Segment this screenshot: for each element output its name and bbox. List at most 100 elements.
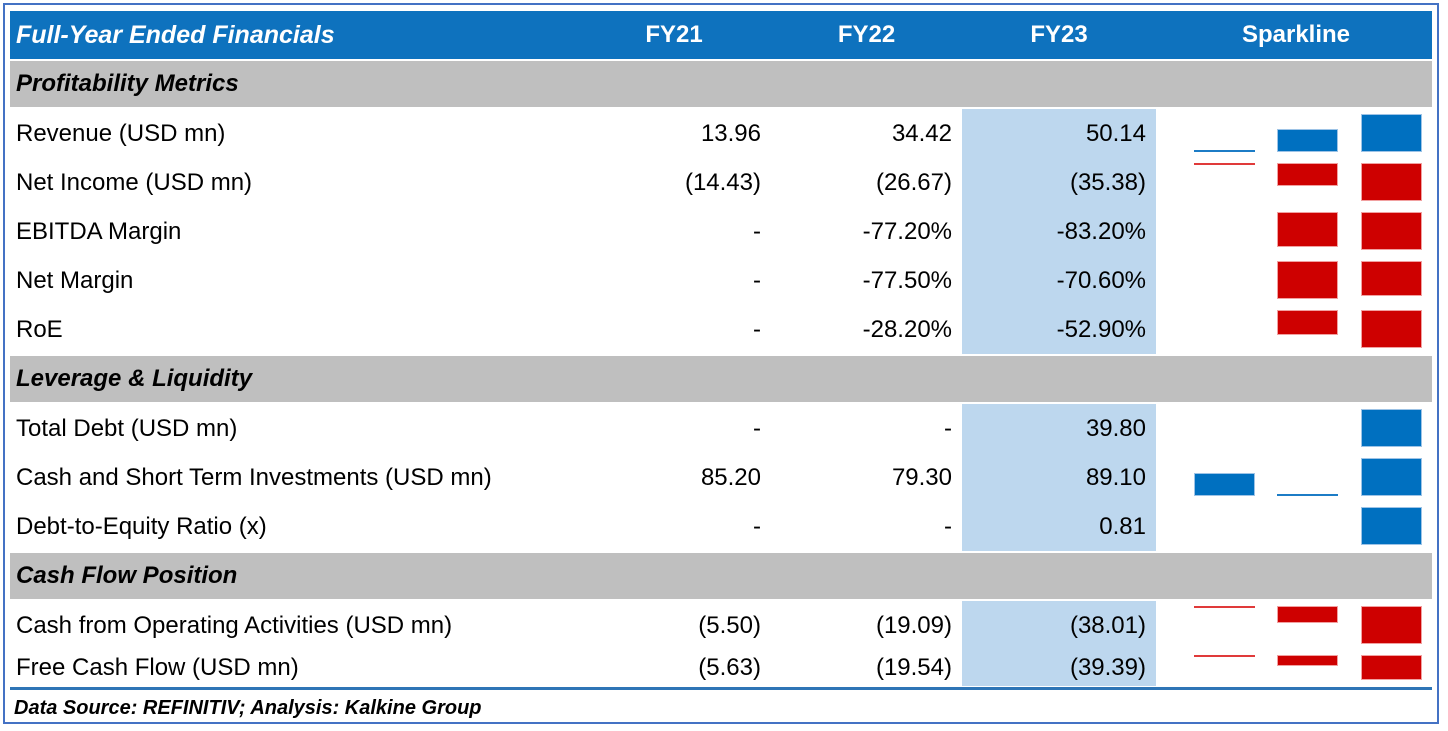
sparkline-slot (1361, 310, 1422, 348)
sparkline-slot (1361, 409, 1422, 447)
sparkline-slot (1361, 507, 1422, 545)
row-label: Debt-to-Equity Ratio (x) (16, 512, 267, 540)
sparkline-bar (1277, 163, 1338, 186)
value-fy21: (14.43) (684, 168, 761, 196)
section-header: Cash Flow Position (10, 553, 1432, 599)
sparkline-chart (1156, 109, 1436, 158)
sparkline-bar (1194, 655, 1255, 657)
sparkline-slot (1277, 507, 1338, 545)
sparkline-slot (1277, 163, 1338, 201)
column-header-sparkline: Sparkline (1241, 21, 1351, 48)
section-header: Leverage & Liquidity (10, 356, 1432, 402)
financials-table: Full-Year Ended Financials FY21 FY22 FY2… (3, 3, 1439, 724)
value-fy21: (5.50) (698, 611, 761, 639)
value-fy22: -77.20% (862, 217, 952, 245)
row-label: Cash and Short Term Investments (USD mn) (16, 463, 492, 491)
sparkline-slot (1194, 212, 1255, 250)
section-header: Profitability Metrics (10, 61, 1432, 107)
footer-separator (10, 687, 1432, 690)
sparkline-slot (1277, 114, 1338, 152)
value-fy22: 34.42 (891, 119, 952, 147)
sparkline-chart (1156, 601, 1436, 650)
row-label: RoE (16, 315, 63, 343)
sparkline-chart (1156, 256, 1436, 305)
sparkline-bar (1361, 310, 1422, 348)
value-fy22: 79.30 (891, 463, 952, 491)
sparkline-bar (1361, 409, 1422, 447)
value-fy21: - (753, 217, 761, 245)
section-label: Cash Flow Position (16, 562, 238, 589)
value-fy21: (5.63) (698, 654, 761, 681)
sparkline-slot (1361, 212, 1422, 250)
table-row: EBITDA Margin - -77.20% -83.20% (10, 207, 1432, 256)
sparkline-bar (1361, 655, 1422, 680)
value-fy21: - (753, 512, 761, 540)
sparkline-bar (1194, 150, 1255, 152)
value-fy22: - (944, 512, 952, 540)
sparkline-bar (1277, 655, 1338, 666)
sparkline-bar (1361, 261, 1422, 296)
value-fy21: 85.20 (700, 463, 761, 491)
sparkline-chart (1156, 502, 1436, 551)
sparkline-slot (1277, 212, 1338, 250)
sparkline-slot (1194, 163, 1255, 201)
table-row: Total Debt (USD mn) - -39.80 (10, 404, 1432, 453)
sparkline-slot (1361, 114, 1422, 152)
sparkline-bar (1194, 473, 1255, 496)
value-fy23: -70.60% (962, 256, 1156, 305)
sparkline-slot (1194, 409, 1255, 447)
sparkline-bar (1361, 212, 1422, 250)
source-note: Data Source: REFINITIV; Analysis: Kalkin… (14, 696, 482, 719)
row-label: Total Debt (USD mn) (16, 414, 238, 442)
value-fy22: - (944, 414, 952, 442)
row-label: EBITDA Margin (16, 217, 182, 245)
sparkline-slot (1194, 606, 1255, 644)
table-row: RoE - -28.20% -52.90% (10, 305, 1432, 354)
sparkline-slot (1361, 261, 1422, 299)
sparkline-bar (1194, 606, 1255, 608)
value-fy21: - (753, 414, 761, 442)
sparkline-slot (1194, 310, 1255, 348)
sparkline-slot (1194, 458, 1255, 496)
row-label: Net Income (USD mn) (16, 168, 253, 196)
sparkline-slot (1361, 655, 1422, 680)
table-row: Cash from Operating Activities (USD mn) (… (10, 601, 1432, 650)
row-label: Revenue (USD mn) (16, 119, 226, 147)
row-label: Cash from Operating Activities (USD mn) (16, 611, 453, 639)
sparkline-slot (1361, 458, 1422, 496)
table-header-row: Full-Year Ended Financials FY21 FY22 FY2… (10, 11, 1432, 59)
sparkline-chart (1156, 305, 1436, 354)
column-header-fy23: FY23 (1030, 21, 1088, 48)
sparkline-chart (1156, 207, 1436, 256)
sparkline-bar (1277, 129, 1338, 152)
sparkline-slot (1194, 655, 1255, 680)
sparkline-bar (1277, 494, 1338, 496)
sparkline-slot (1361, 163, 1422, 201)
value-fy23: (39.39) (962, 650, 1156, 686)
sparkline-chart (1156, 453, 1436, 502)
value-fy22: (19.09) (875, 611, 952, 639)
sparkline-chart (1156, 158, 1436, 207)
sparkline-slot (1277, 458, 1338, 496)
value-fy23: (38.01) (962, 601, 1156, 650)
value-fy21: - (753, 266, 761, 294)
value-fy21: 13.96 (700, 119, 761, 147)
value-fy23: 39.80 (962, 404, 1156, 453)
sparkline-bar (1361, 163, 1422, 201)
sparkline-slot (1194, 261, 1255, 299)
sparkline-slot (1277, 606, 1338, 644)
sparkline-slot (1194, 114, 1255, 152)
value-fy22: (19.54) (875, 654, 952, 681)
sparkline-chart (1156, 404, 1436, 453)
section-label: Leverage & Liquidity (16, 365, 253, 392)
sparkline-bar (1361, 458, 1422, 496)
table-row: Net Income (USD mn) (14.43) (26.67) (35.38) (10, 158, 1432, 207)
sparkline-bar (1361, 114, 1422, 152)
sparkline-slot (1277, 409, 1338, 447)
table-row: Net Margin - -77.50% -70.60% (10, 256, 1432, 305)
value-fy22: -77.50% (862, 266, 952, 294)
sparkline-bar (1361, 507, 1422, 545)
row-label: Net Margin (16, 266, 134, 294)
table-body: Profitability Metrics Revenue (USD mn) 13.… (10, 61, 1432, 686)
sparkline-bar (1361, 606, 1422, 644)
